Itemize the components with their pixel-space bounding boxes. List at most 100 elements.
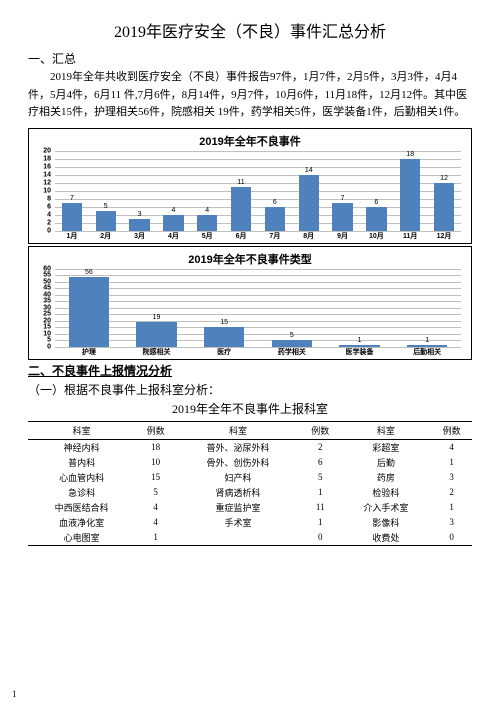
table-row: 中西医结合科4重症监护室11介入手术室1 — [28, 500, 472, 515]
table-cell: 6 — [300, 455, 341, 470]
bar — [96, 211, 116, 231]
bar — [366, 207, 386, 231]
bar — [231, 187, 251, 231]
bar-value-label: 12 — [440, 175, 448, 182]
bar-value-label: 15 — [220, 319, 228, 326]
ytick: 0 — [47, 227, 51, 234]
chart2-container: 2019年全年不良事件类型 05101520253035404550556056… — [28, 246, 472, 360]
table-cell: 心血管内科 — [28, 470, 135, 485]
ytick: 0 — [47, 343, 51, 350]
ytick: 12 — [43, 179, 51, 186]
table-cell: 1 — [431, 455, 472, 470]
xtick: 1月 — [55, 231, 89, 241]
table-cell: 检验科 — [341, 485, 432, 500]
ytick: 35 — [43, 298, 51, 305]
bar-value-label: 3 — [138, 211, 142, 218]
table-row: 心血管内科15妇产科5药房3 — [28, 470, 472, 485]
bar-value-label: 18 — [406, 151, 414, 158]
xtick: 医学装备 — [326, 347, 394, 357]
table-cell: 2 — [431, 485, 472, 500]
ytick: 2 — [47, 219, 51, 226]
section1-heading: 一、汇总 — [28, 50, 472, 67]
ytick: 45 — [43, 285, 51, 292]
xtick: 药学相关 — [258, 347, 326, 357]
bar — [197, 215, 217, 231]
chart2-title: 2019年全年不良事件类型 — [37, 251, 463, 267]
chart2-plot: 051015202530354045505560561915511护理院感相关医… — [37, 269, 463, 357]
xtick: 护理 — [55, 347, 123, 357]
table-cell: 血液净化室 — [28, 515, 135, 530]
ytick: 40 — [43, 291, 51, 298]
ytick: 10 — [43, 187, 51, 194]
table-cell: 18 — [135, 439, 176, 455]
bar-value-label: 7 — [341, 195, 345, 202]
table-row: 普内科10骨外、创伤外科6后勤1 — [28, 455, 472, 470]
xtick: 医疗 — [190, 347, 258, 357]
ytick: 50 — [43, 278, 51, 285]
bar-value-label: 1 — [425, 337, 429, 344]
table-header: 例数 — [300, 421, 341, 439]
table-cell: 11 — [300, 500, 341, 515]
table-cell: 重症监护室 — [176, 500, 300, 515]
table-cell: 药房 — [341, 470, 432, 485]
bar — [129, 219, 149, 231]
bar — [69, 277, 110, 347]
chart1-plot: 0246810121416182075344116147618121月2月3月4… — [37, 151, 463, 241]
bar — [62, 203, 82, 231]
bar — [136, 322, 177, 347]
table-cell: 心电图室 — [28, 530, 135, 546]
table-cell: 1 — [300, 485, 341, 500]
bar-value-label: 5 — [290, 332, 294, 339]
bar-value-label: 5 — [104, 203, 108, 210]
table-cell: 5 — [135, 485, 176, 500]
table-row: 神经内科18普外、泌尿外科2彩超室4 — [28, 439, 472, 455]
page-title: 2019年医疗安全（不良）事件汇总分析 — [28, 18, 472, 42]
xtick: 2月 — [89, 231, 123, 241]
bar — [163, 215, 183, 231]
xtick: 11月 — [393, 231, 427, 241]
table-row: 血液净化室4手术室1影像科3 — [28, 515, 472, 530]
ytick: 8 — [47, 195, 51, 202]
ytick: 55 — [43, 272, 51, 279]
table-cell: 4 — [431, 439, 472, 455]
bar — [332, 203, 352, 231]
table-header: 科室 — [176, 421, 300, 439]
table-cell: 0 — [300, 530, 341, 546]
ytick: 15 — [43, 324, 51, 331]
bar-value-label: 19 — [153, 314, 161, 321]
table-cell: 中西医结合科 — [28, 500, 135, 515]
table-cell: 神经内科 — [28, 439, 135, 455]
table-header: 科室 — [341, 421, 432, 439]
table-cell: 4 — [135, 515, 176, 530]
xtick: 4月 — [156, 231, 190, 241]
xtick: 12月 — [427, 231, 461, 241]
bar-value-label: 7 — [70, 195, 74, 202]
ytick: 25 — [43, 311, 51, 318]
bar — [299, 175, 319, 231]
bar-value-label: 4 — [205, 207, 209, 214]
table-cell: 急诊科 — [28, 485, 135, 500]
xtick: 后勤相关 — [393, 347, 461, 357]
table-cell: 1 — [300, 515, 341, 530]
ytick: 60 — [43, 265, 51, 272]
ytick: 10 — [43, 330, 51, 337]
table-cell — [176, 530, 300, 546]
section2-heading: 二、不良事件上报情况分析 — [28, 362, 472, 379]
xtick: 9月 — [326, 231, 360, 241]
bar-value-label: 11 — [237, 179, 244, 186]
bar — [434, 183, 454, 231]
table-cell: 收费处 — [341, 530, 432, 546]
ytick: 20 — [43, 147, 51, 154]
xtick: 5月 — [190, 231, 224, 241]
table-header: 例数 — [135, 421, 176, 439]
bar — [204, 327, 245, 347]
table-cell: 彩超室 — [341, 439, 432, 455]
bar-value-label: 1 — [358, 337, 362, 344]
ytick: 5 — [47, 337, 51, 344]
ytick: 4 — [47, 211, 51, 218]
ytick: 20 — [43, 317, 51, 324]
ytick: 14 — [43, 171, 51, 178]
table-row: 心电图室10收费处0 — [28, 530, 472, 546]
table-cell: 15 — [135, 470, 176, 485]
table-cell: 骨外、创伤外科 — [176, 455, 300, 470]
